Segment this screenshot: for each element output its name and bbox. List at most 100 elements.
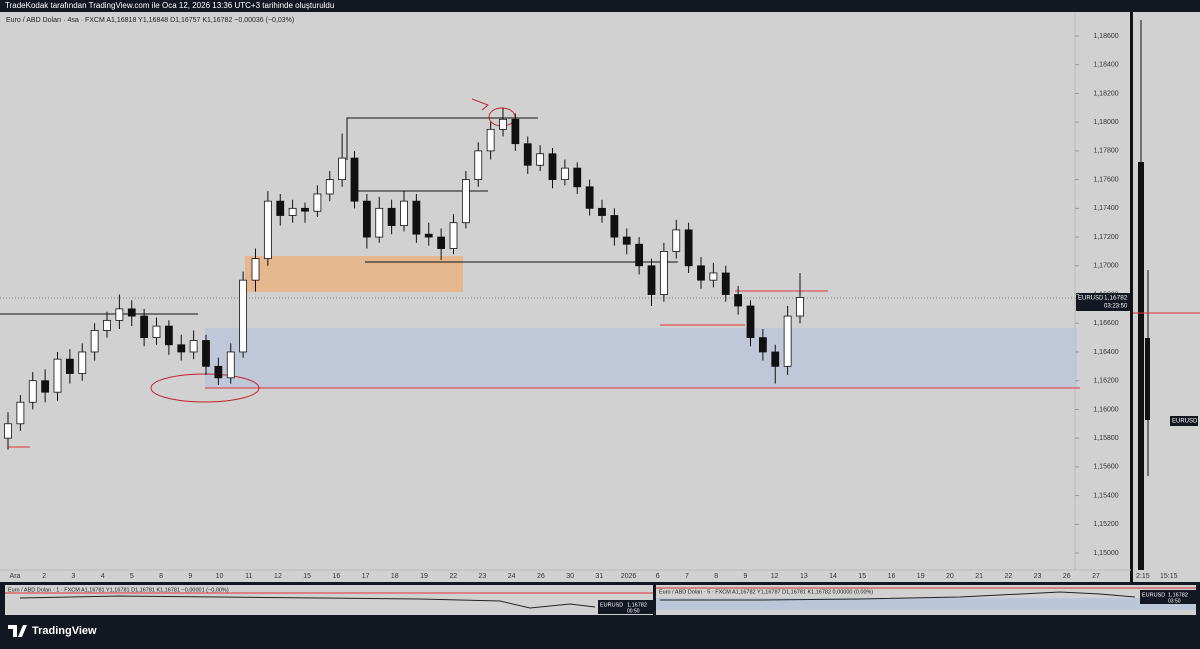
candle-body — [214, 365, 223, 379]
candle-body — [140, 315, 149, 339]
x-tick-label: 7 — [685, 573, 689, 580]
candle-body — [239, 279, 248, 353]
main-panel — [0, 12, 1131, 582]
side-time: 15:15 — [1160, 573, 1178, 580]
candle-body — [659, 251, 668, 295]
x-tick-label: 31 — [595, 573, 603, 580]
y-tick-label: 1,18000 — [1093, 119, 1118, 126]
candle-body — [400, 200, 408, 226]
price-tag — [1140, 590, 1196, 604]
candle-body — [672, 229, 681, 252]
x-tick-label: 12 — [771, 573, 779, 580]
candle-body — [684, 229, 693, 267]
y-tick-label: 1,15800 — [1093, 435, 1118, 442]
candle-body — [65, 358, 74, 374]
candle-body — [474, 150, 483, 181]
brand: TradingView — [32, 625, 97, 637]
candle-body — [536, 153, 545, 166]
candle-body — [610, 215, 619, 238]
candle-body — [461, 179, 470, 224]
candle-body — [263, 200, 272, 260]
x-tick-label: 8 — [159, 573, 163, 580]
candle-body — [127, 308, 136, 317]
candle-body — [709, 272, 718, 281]
drawings — [0, 98, 1080, 448]
caption: TradeKodak tarafından TradingView.com il… — [5, 1, 334, 10]
candle-body — [350, 157, 359, 202]
candle-body — [189, 340, 198, 353]
candle-body — [486, 128, 495, 152]
candle-body — [437, 236, 446, 249]
side-time: 2:15 — [1136, 573, 1150, 580]
candle-body — [697, 265, 705, 281]
y-tick-label: 1,17200 — [1093, 234, 1118, 241]
y-tick-label: 1,16200 — [1093, 378, 1118, 385]
countdown: 03:50 — [1168, 598, 1181, 604]
legend: Euro / ABD Doları · 5 · FXCM A1,16782 Y1… — [659, 589, 873, 595]
candle-body — [362, 200, 371, 238]
candle-body — [746, 305, 755, 339]
x-tick-label: 30 — [566, 573, 574, 580]
candle-body — [734, 294, 743, 307]
price-tag — [598, 600, 653, 614]
side-candle — [1145, 338, 1150, 420]
x-tick-label: 11 — [245, 573, 252, 580]
x-tick-label: 16 — [888, 573, 896, 580]
side-chart: EURUSD 2:15 15:15 — [1133, 20, 1200, 580]
candle-body — [585, 186, 594, 209]
candle-body — [90, 330, 99, 353]
last-price: 1,16782 — [1104, 295, 1128, 302]
candle-body — [313, 193, 322, 212]
side-panel — [1133, 12, 1200, 582]
candle-body — [758, 337, 767, 353]
candle-body — [449, 222, 458, 249]
x-tick-label: 15 — [858, 573, 866, 580]
legend: Euro / ABD Doları · 4sa · FXCM A1,16818 … — [6, 17, 294, 24]
legend: Euro / ABD Doları · 1 · FXCM A1,16781 Y1… — [8, 587, 229, 593]
y-tick-label: 1,15200 — [1093, 521, 1118, 528]
candle-body — [721, 272, 730, 295]
candle-body — [338, 157, 347, 181]
symbol: EURUSD — [1142, 592, 1165, 598]
candle-body — [301, 207, 309, 212]
candle-body — [783, 315, 792, 367]
x-tick-label: 23 — [479, 573, 487, 580]
countdown: 00:50 — [627, 608, 640, 614]
x-tick-label: 16 — [332, 573, 340, 580]
candle-body — [41, 380, 50, 393]
candle-body — [251, 258, 260, 281]
x-tick-label: 20 — [946, 573, 954, 580]
candle-body — [4, 423, 12, 439]
candle-body — [202, 340, 210, 367]
candle-body — [325, 179, 334, 195]
symbol: EURUSD — [600, 602, 623, 608]
logo — [8, 625, 27, 637]
price: 1,16782 — [1168, 592, 1188, 598]
y-tick-label: 1,15000 — [1093, 550, 1118, 557]
candle-body — [115, 308, 124, 321]
candle-body — [288, 207, 297, 216]
black-level — [346, 117, 538, 160]
y-tick-label: 1,16000 — [1093, 406, 1118, 413]
x-tick-label: 10 — [216, 573, 224, 580]
candle-body — [560, 167, 569, 181]
y-tick-label: 1,17400 — [1093, 205, 1118, 212]
x-tick-label: 6 — [656, 573, 660, 580]
candle-body — [635, 243, 644, 267]
candle-body — [573, 167, 582, 188]
candle-body — [598, 207, 606, 216]
x-tick-label: 19 — [420, 573, 428, 580]
side-candle — [1138, 162, 1144, 570]
y-tick-label: 1,18600 — [1093, 33, 1118, 40]
y-tick-label: 1,18200 — [1093, 90, 1118, 97]
candle-body — [53, 358, 62, 393]
x-tick-label: 19 — [917, 573, 925, 580]
arrow — [471, 98, 489, 111]
x-tick-label: 18 — [391, 573, 399, 580]
y-tick-label: 1,15400 — [1093, 492, 1118, 499]
countdown: 03:23:50 — [1104, 304, 1128, 310]
price: 1,16782 — [627, 602, 647, 608]
candle-body — [523, 143, 532, 166]
